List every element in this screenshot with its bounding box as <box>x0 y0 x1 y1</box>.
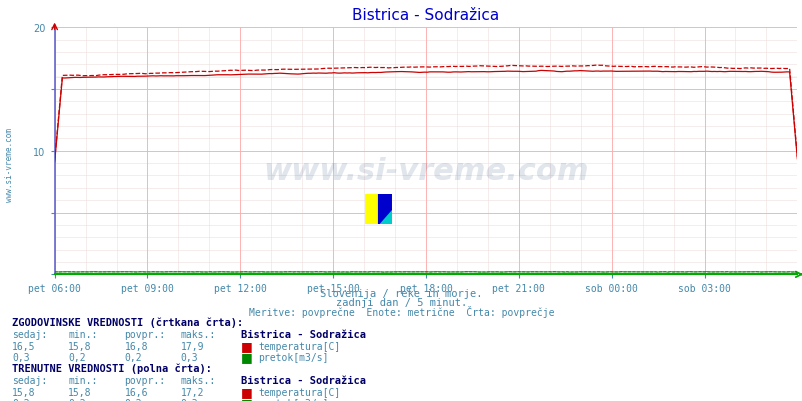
Text: min.:: min.: <box>68 375 98 385</box>
Text: maks.:: maks.: <box>180 330 216 340</box>
Text: sedaj:: sedaj: <box>12 375 47 385</box>
Text: povpr.:: povpr.: <box>124 330 165 340</box>
Text: Slovenija / reke in morje.: Slovenija / reke in morje. <box>320 288 482 298</box>
Text: 17,9: 17,9 <box>180 341 204 351</box>
Text: temperatura[C]: temperatura[C] <box>258 341 340 351</box>
Text: 15,8: 15,8 <box>68 387 91 397</box>
Text: Bistrica - Sodražica: Bistrica - Sodražica <box>241 330 366 340</box>
Title: Bistrica - Sodražica: Bistrica - Sodražica <box>352 8 499 23</box>
Text: 16,6: 16,6 <box>124 387 148 397</box>
Text: sedaj:: sedaj: <box>12 330 47 340</box>
Text: TRENUTNE VREDNOSTI (polna črta):: TRENUTNE VREDNOSTI (polna črta): <box>12 363 212 373</box>
Text: www.si-vreme.com: www.si-vreme.com <box>5 128 14 201</box>
Text: temperatura[C]: temperatura[C] <box>258 387 340 397</box>
Text: povpr.:: povpr.: <box>124 375 165 385</box>
Text: Bistrica - Sodražica: Bistrica - Sodražica <box>241 375 366 385</box>
Text: ■: ■ <box>241 339 253 352</box>
Text: 0,2: 0,2 <box>124 398 142 401</box>
Text: 16,8: 16,8 <box>124 341 148 351</box>
Text: www.si-vreme.com: www.si-vreme.com <box>263 157 588 186</box>
Text: 0,2: 0,2 <box>124 352 142 362</box>
Text: ■: ■ <box>241 396 253 401</box>
Text: 16,5: 16,5 <box>12 341 35 351</box>
Text: 17,2: 17,2 <box>180 387 204 397</box>
Polygon shape <box>379 209 391 225</box>
Text: ZGODOVINSKE VREDNOSTI (črtkana črta):: ZGODOVINSKE VREDNOSTI (črtkana črta): <box>12 317 243 328</box>
Text: zadnji dan / 5 minut.: zadnji dan / 5 minut. <box>335 298 467 308</box>
Text: min.:: min.: <box>68 330 98 340</box>
Polygon shape <box>379 194 391 225</box>
Text: pretok[m3/s]: pretok[m3/s] <box>258 398 329 401</box>
Text: 15,8: 15,8 <box>12 387 35 397</box>
Text: ■: ■ <box>241 350 253 363</box>
Text: 0,2: 0,2 <box>68 398 86 401</box>
Text: Meritve: povprečne  Enote: metrične  Črta: povprečje: Meritve: povprečne Enote: metrične Črta:… <box>249 306 553 318</box>
Text: 0,3: 0,3 <box>12 352 30 362</box>
Text: 0,2: 0,2 <box>12 398 30 401</box>
Text: pretok[m3/s]: pretok[m3/s] <box>258 352 329 362</box>
Text: 15,8: 15,8 <box>68 341 91 351</box>
Text: ■: ■ <box>241 385 253 397</box>
Text: 0,2: 0,2 <box>68 352 86 362</box>
Bar <box>365 194 379 225</box>
Text: maks.:: maks.: <box>180 375 216 385</box>
Text: 0,3: 0,3 <box>180 398 198 401</box>
Text: 0,3: 0,3 <box>180 352 198 362</box>
